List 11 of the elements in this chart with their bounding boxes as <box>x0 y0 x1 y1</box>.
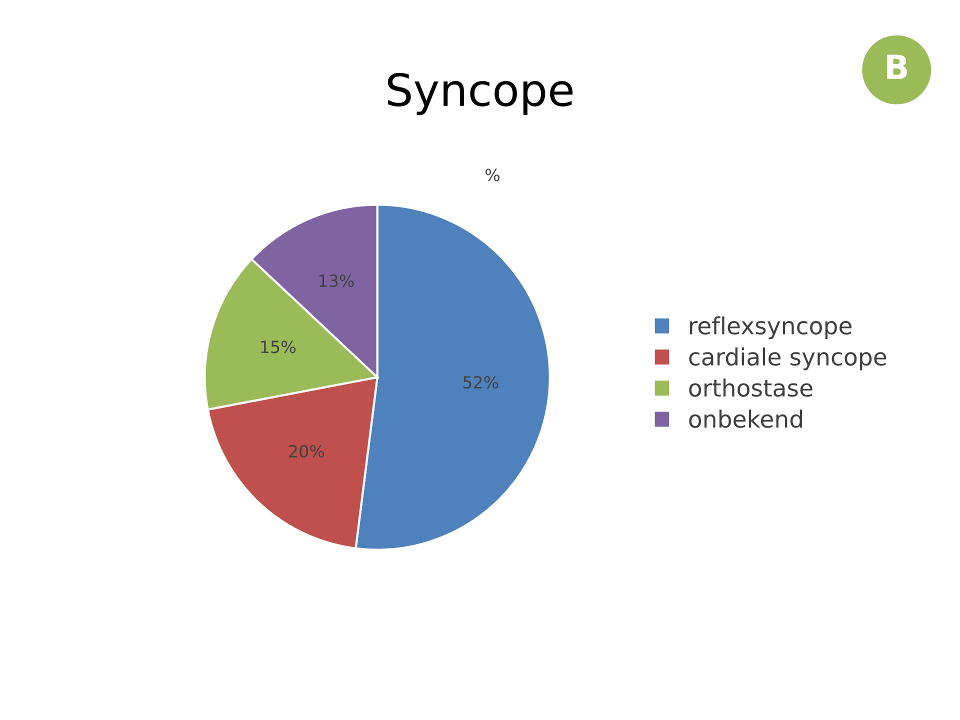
legend-label: orthostase <box>689 378 812 397</box>
data-label: 20% <box>289 444 324 458</box>
legend-label: reflexsyncope <box>690 316 852 340</box>
data-label: 13% <box>320 274 354 288</box>
text: B <box>887 54 907 80</box>
legend-label: onbekend <box>689 410 802 428</box>
chart-title: Syncope <box>388 72 573 116</box>
chart-subtitle: % <box>485 168 500 182</box>
data-label: 15% <box>261 340 296 354</box>
data-label: 52% <box>463 376 498 389</box>
legend-label: cardiale syncope <box>689 347 886 370</box>
